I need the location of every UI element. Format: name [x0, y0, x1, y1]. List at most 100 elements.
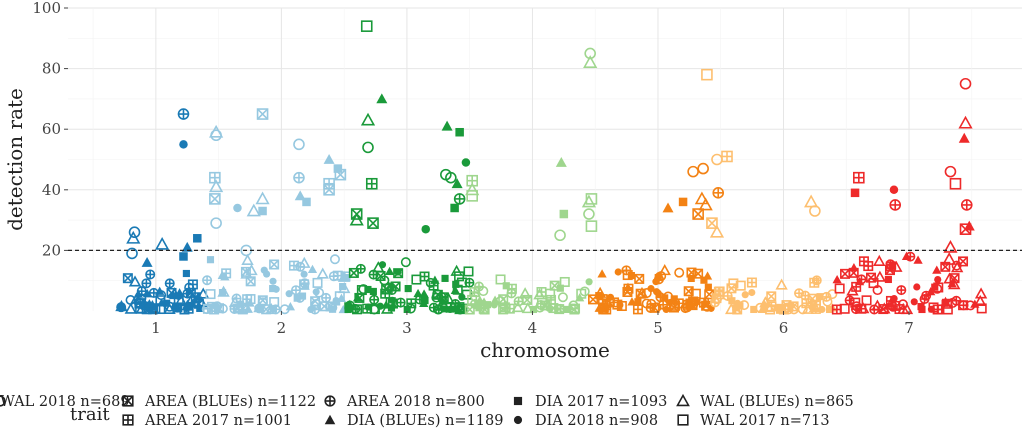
- data-point: [411, 274, 422, 285]
- y-tick-label: 100: [32, 0, 61, 17]
- data-point: [839, 303, 850, 314]
- data-point: [479, 297, 489, 306]
- data-point: [800, 290, 811, 301]
- peak-point: [555, 157, 567, 167]
- legend-label: DIA (BLUEs) n=1189: [347, 413, 503, 429]
- x-tick-label: 4: [528, 319, 538, 337]
- data-point: [674, 267, 685, 278]
- data-point: [687, 300, 698, 311]
- data-point: [240, 266, 251, 277]
- data-point: [822, 296, 833, 307]
- peak-point: [445, 171, 457, 184]
- legend-key: [513, 415, 523, 425]
- data-point: [890, 294, 898, 303]
- legend-key: [122, 414, 134, 426]
- data-point: [217, 285, 230, 297]
- data-point: [585, 278, 593, 286]
- legend-label: AREA 2018 n=800: [346, 394, 485, 410]
- data-point: [741, 291, 749, 299]
- data-point: [163, 302, 176, 314]
- data-point: [263, 270, 271, 278]
- data-point: [341, 274, 349, 282]
- data-point: [950, 261, 964, 273]
- data-point: [724, 302, 738, 315]
- data-point: [122, 273, 133, 284]
- data-point: [327, 302, 338, 313]
- data-point: [243, 304, 253, 313]
- peak-point: [210, 217, 222, 229]
- peak-point: [461, 158, 471, 167]
- data-point: [545, 288, 556, 299]
- data-point: [863, 261, 874, 272]
- peak-point: [697, 162, 709, 175]
- data-point: [314, 287, 325, 298]
- data-point: [205, 289, 216, 300]
- data-point: [202, 275, 213, 286]
- data-point: [425, 277, 436, 288]
- data-point: [344, 302, 352, 310]
- legend-label: AREA 2017 n=1001: [144, 413, 292, 429]
- peak-point: [126, 230, 141, 244]
- peak-point: [698, 197, 713, 211]
- peak-point: [293, 138, 305, 151]
- data-point: [164, 301, 175, 312]
- data-point: [164, 278, 175, 289]
- data-point: [206, 256, 215, 264]
- data-point: [437, 299, 451, 311]
- legend-key: [676, 393, 690, 407]
- peak-point: [323, 184, 335, 196]
- data-point: [641, 288, 652, 299]
- data-point: [943, 272, 956, 284]
- peak-point: [889, 199, 902, 211]
- peak-point: [709, 224, 725, 238]
- peak-point: [701, 68, 713, 81]
- data-point: [452, 280, 460, 288]
- data-point: [632, 304, 643, 315]
- data-point: [873, 270, 887, 282]
- data-point: [918, 305, 926, 314]
- data-point: [656, 271, 667, 282]
- y-tick-label: 80: [42, 60, 61, 78]
- peak-point: [581, 194, 597, 208]
- data-point: [683, 286, 694, 297]
- peak-point: [181, 241, 193, 252]
- peak-point: [360, 112, 376, 126]
- peak-point: [349, 212, 364, 226]
- legend-label: AREA (BLUEs) n=1122: [144, 394, 316, 410]
- data-point: [621, 265, 632, 276]
- data-point: [309, 304, 320, 315]
- data-point: [344, 305, 352, 314]
- data-point: [913, 255, 923, 264]
- data-point: [385, 297, 396, 308]
- peak-point: [302, 197, 311, 207]
- data-point: [932, 283, 943, 294]
- data-point: [184, 282, 195, 293]
- data-point: [369, 294, 380, 305]
- data-point: [816, 293, 824, 301]
- data-point: [934, 276, 942, 284]
- peak-point: [360, 20, 373, 32]
- data-point: [849, 263, 859, 272]
- x-axis: 1 2 3 4 5 6 7: [151, 311, 914, 337]
- peak-point: [559, 209, 569, 219]
- peak-point: [889, 185, 899, 195]
- data-point: [942, 304, 953, 315]
- data-point: [654, 273, 662, 282]
- data-point: [811, 299, 822, 310]
- peak-point: [367, 217, 379, 229]
- data-point: [221, 268, 232, 279]
- peak-point: [712, 187, 725, 199]
- legend-label: WAL 2018 n=689: [0, 394, 130, 410]
- data-point: [141, 278, 152, 289]
- data-point: [884, 298, 897, 310]
- legend: trait AREA (BLUEs) n=1122 AREA 2017 n=100…: [0, 393, 854, 429]
- peak-point: [333, 164, 343, 173]
- data-point: [454, 271, 465, 282]
- data-point: [576, 288, 587, 299]
- peak-point: [441, 120, 453, 131]
- data-point: [825, 305, 834, 314]
- data-point: [840, 268, 851, 279]
- data-point: [651, 302, 662, 313]
- data-point: [811, 275, 822, 286]
- data-point: [704, 283, 712, 291]
